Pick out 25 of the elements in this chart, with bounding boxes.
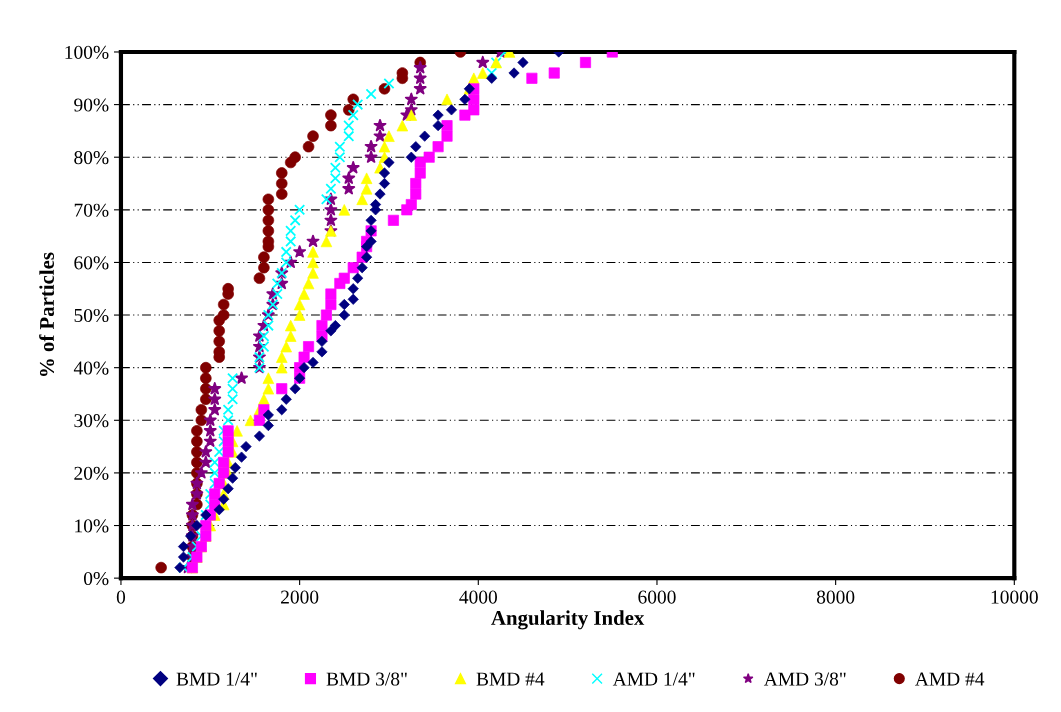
x-tick-label: 4000 xyxy=(459,590,497,604)
x-axis-title: Angularity Index xyxy=(491,610,645,630)
legend-label: BMD 3/8" xyxy=(326,672,407,686)
y-tick-label: 100% xyxy=(65,45,109,59)
y-tick-label: 0% xyxy=(83,571,109,586)
x-tick-label: 2000 xyxy=(281,590,319,604)
y-tick-label: 70% xyxy=(74,203,109,217)
legend-label: AMD 3/8" xyxy=(763,672,846,686)
x-tick-label: 8000 xyxy=(816,590,855,604)
legend-label: BMD #4 xyxy=(476,672,545,686)
y-tick-label: 20% xyxy=(74,466,109,480)
x-tick-label: 6000 xyxy=(638,590,676,604)
y-axis-title: % of Particles xyxy=(39,252,55,376)
y-tick-label: 60% xyxy=(74,256,109,270)
y-tick-label: 40% xyxy=(73,361,109,375)
x-tick-label: 0 xyxy=(116,590,126,604)
legend-label: AMD #4 xyxy=(915,672,985,686)
legend-label: AMD 1/4" xyxy=(612,672,695,686)
y-tick-label: 50% xyxy=(74,308,109,323)
y-tick-label: 90% xyxy=(74,98,109,112)
x-tick-label: 10000 xyxy=(991,590,1038,604)
y-tick-label: 80% xyxy=(74,151,109,165)
legend-label: BMD 1/4" xyxy=(176,672,257,686)
y-tick-label: 10% xyxy=(75,519,109,533)
y-tick-label: 30% xyxy=(74,414,109,428)
